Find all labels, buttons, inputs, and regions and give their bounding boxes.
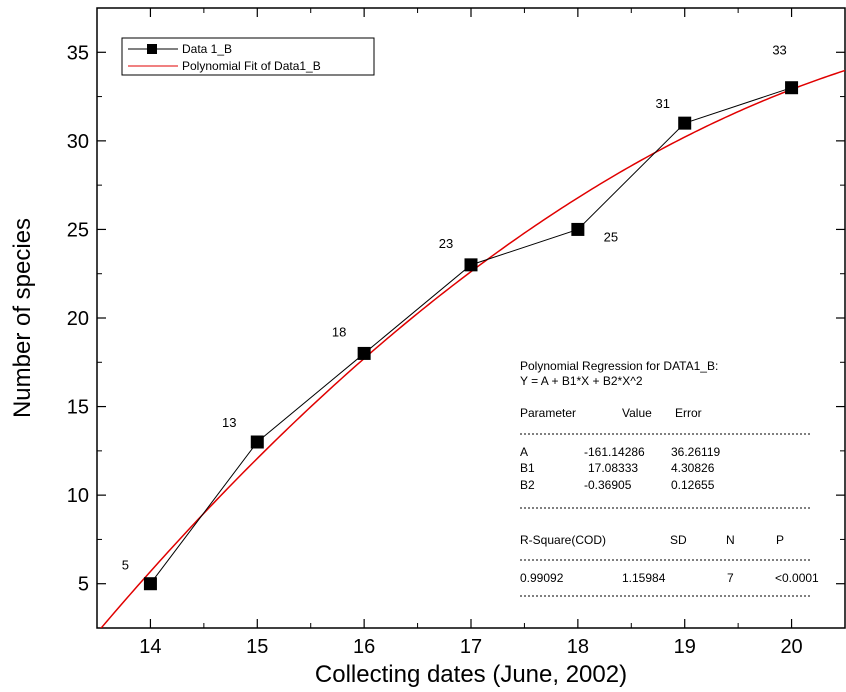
data-series-layer [143,81,799,591]
x-tick-label: 17 [460,636,482,658]
legend-box [121,37,375,76]
param-a-value: -161.14286 [584,445,645,459]
p-value: <0.0001 [775,571,819,585]
y-tick-label: 10 [67,485,89,507]
n-value: 7 [727,571,734,585]
y-tick-label: 20 [67,308,89,330]
data-labels-layer: 5 13 18 23 25 31 33 [122,43,787,573]
legend: Data 1_B Polynomial Fit of Data1_B [121,37,375,76]
x-tick-label: 14 [139,636,161,658]
error-header: Error [675,406,702,420]
p-header: P [776,533,784,547]
data-point [250,435,264,449]
data-point [357,346,371,360]
param-header: Parameter [520,406,576,420]
param-b1-name: B1 [520,461,535,475]
rsquare-header: R-Square(COD) [520,533,606,547]
param-a-name: A [520,445,528,459]
y-axis-title: Number of species [9,218,36,418]
x-tick-label: 18 [567,636,589,658]
data-label: 18 [332,324,346,339]
n-header: N [726,533,735,547]
data-point [464,258,478,272]
param-b1-value: 17.08333 [588,461,638,475]
value-header: Value [622,406,652,420]
legend-marker-data [147,44,157,54]
annotation-title: Polynomial Regression for DATA1_B: [520,359,718,373]
data-point [785,81,799,95]
param-a-error: 36.26119 [671,445,720,459]
x-tick-label: 19 [674,636,696,658]
x-tick-label: 15 [246,636,268,658]
data-point [678,116,692,130]
data-label: 5 [122,558,129,573]
regression-annotation: Polynomial Regression for DATA1_B: Y = A… [520,359,819,597]
data-line [150,87,792,585]
rsquare-value: 0.99092 [520,571,564,585]
param-b2-error: 0.12655 [671,478,715,492]
param-b2-name: B2 [520,478,535,492]
fit-curve-layer [100,69,845,628]
x-axis-title: Collecting dates (June, 2002) [315,661,627,688]
y-tick-label: 30 [67,131,89,153]
annotation-equation: Y = A + B1*X + B2*X^2 [520,374,643,388]
data-point [571,222,585,236]
legend-label-data: Data 1_B [182,42,232,56]
sd-value: 1.15984 [622,571,666,585]
y-tick-label: 5 [78,574,89,596]
param-b2-value: -0.36905 [584,478,632,492]
fit-curve [100,69,845,628]
data-label: 25 [604,229,618,244]
y-tick-label: 35 [67,42,89,64]
x-tick-label: 20 [780,636,802,658]
data-label: 23 [439,236,453,251]
axis-ticks: 14 15 16 17 18 19 20 5 10 15 20 25 30 35 [67,8,845,658]
sd-header: SD [670,533,687,547]
param-b1-error: 4.30826 [671,461,715,475]
y-tick-label: 25 [67,219,89,241]
x-tick-label: 16 [353,636,375,658]
data-point [143,577,157,591]
data-label: 31 [655,96,669,111]
data-label: 13 [222,415,236,430]
data-label: 33 [772,43,786,58]
y-tick-label: 15 [67,397,89,419]
legend-label-fit: Polynomial Fit of Data1_B [182,59,321,73]
